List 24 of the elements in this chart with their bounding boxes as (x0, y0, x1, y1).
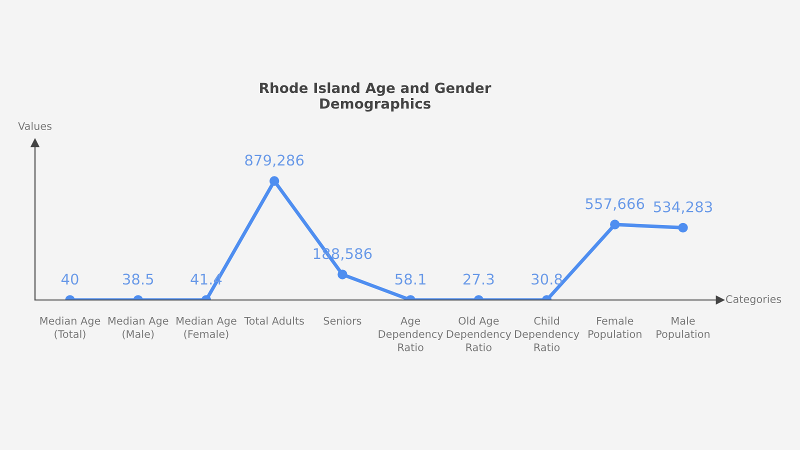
point (610, 220, 620, 230)
x-tick-label: Median Age (Total) (40, 316, 100, 340)
x-tick-label: Old Age Dependency Ratio (446, 316, 512, 352)
data-label: 40 (61, 274, 78, 285)
data-label: 27.3 (464, 274, 494, 285)
point (678, 222, 688, 233)
x-tick-label: Seniors (324, 316, 362, 325)
x-tick-label: Age Dependency Ratio (378, 316, 444, 352)
x-tick-label: Female Population (588, 316, 642, 340)
x-tick-label: Total Adults (244, 316, 304, 325)
x-tick-label: Median Age (Male) (108, 316, 168, 340)
data-label: 30.8 (532, 274, 562, 285)
data-label: 557,666 (586, 198, 644, 211)
point (269, 176, 280, 186)
x-axis-title: Categories (726, 294, 782, 306)
data-label: 58.1 (395, 274, 426, 285)
data-label: 38.5 (122, 274, 154, 285)
x-tick-label: Male Population (656, 316, 710, 340)
x-tick-label: Median Age (Female) (176, 316, 236, 340)
x-tick-label: Child Dependency Ratio (515, 316, 580, 352)
y-axis-title: Values (18, 122, 52, 130)
chart-title: Rhode Island Age and Gender Demographics (260, 82, 492, 112)
data-label: 879,286 (245, 154, 304, 168)
data-label: 534,283 (654, 201, 712, 214)
